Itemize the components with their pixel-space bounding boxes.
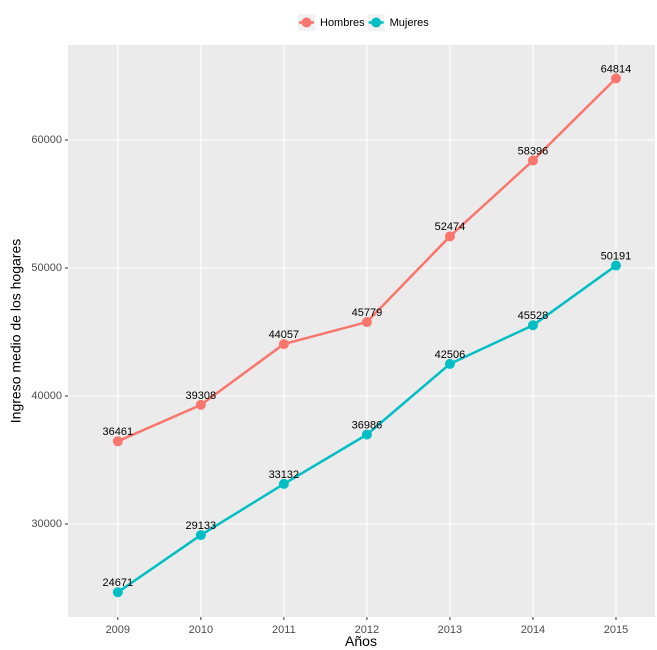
value-label: 45779 — [352, 307, 383, 319]
plot-panel — [68, 45, 655, 617]
point — [361, 317, 372, 328]
legend-label: Mujeres — [390, 17, 430, 29]
point — [610, 260, 621, 271]
y-tick-label: 30000 — [31, 518, 62, 530]
y-tick-label: 40000 — [31, 390, 62, 402]
x-tick-label: 2012 — [355, 624, 379, 636]
value-label: 33132 — [269, 469, 300, 481]
value-label: 36986 — [352, 419, 383, 431]
legend-label: Hombres — [320, 17, 365, 29]
point — [361, 429, 372, 440]
point — [278, 339, 289, 350]
point — [610, 73, 621, 84]
legend-item: Hombres — [298, 14, 365, 31]
value-label: 39308 — [186, 390, 217, 402]
x-tick-label: 2014 — [521, 624, 545, 636]
x-tick-label: 2013 — [438, 624, 462, 636]
x-tick-label: 2010 — [189, 624, 213, 636]
x-tick-label: 2015 — [604, 624, 628, 636]
value-label: 52474 — [435, 221, 466, 233]
value-label: 45528 — [518, 310, 549, 322]
point — [195, 530, 206, 541]
value-label: 36461 — [103, 426, 134, 438]
value-label: 24671 — [103, 577, 134, 589]
value-label: 42506 — [435, 349, 466, 361]
legend-key-point — [301, 17, 312, 28]
point — [195, 399, 206, 410]
y-axis-title: Ingreso medio de los hogares — [8, 239, 24, 423]
y-tick-label: 60000 — [31, 134, 62, 146]
y-tick-label: 50000 — [31, 262, 62, 274]
legend-key-point — [371, 17, 382, 28]
point — [112, 587, 123, 598]
x-tick-label: 2011 — [272, 624, 296, 636]
value-label: 58396 — [518, 145, 549, 157]
point — [112, 436, 123, 447]
point — [444, 358, 455, 369]
value-label: 64814 — [601, 63, 632, 75]
point — [278, 478, 289, 489]
point — [527, 320, 538, 331]
point — [527, 155, 538, 166]
value-label: 29133 — [186, 520, 217, 532]
x-tick-label: 2009 — [106, 624, 130, 636]
x-axis-title: Años — [345, 633, 377, 649]
point — [444, 231, 455, 242]
value-label: 50191 — [601, 250, 632, 262]
value-label: 44057 — [269, 329, 300, 341]
legend-item: Mujeres — [367, 14, 430, 31]
